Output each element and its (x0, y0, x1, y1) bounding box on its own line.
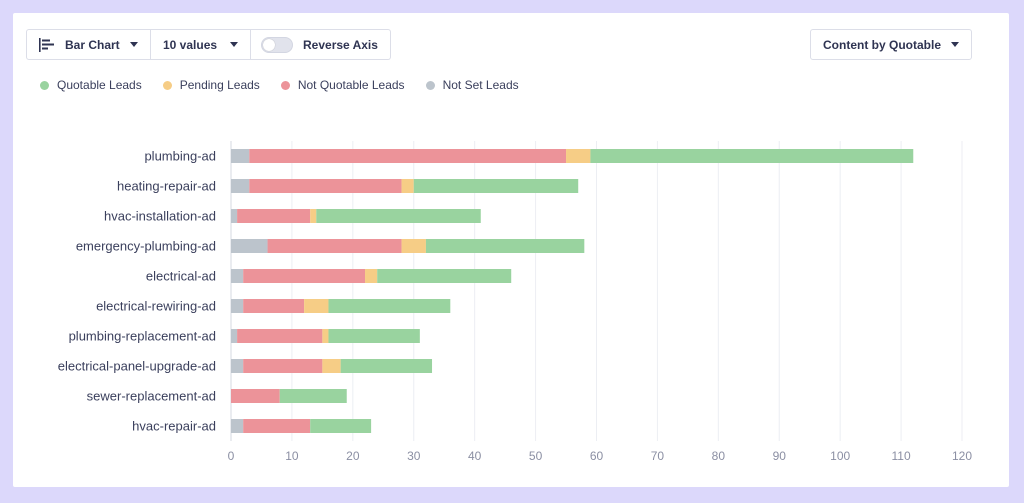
x-tick-label: 120 (952, 449, 972, 463)
x-tick-label: 0 (228, 449, 235, 463)
bar-segment-pending (365, 269, 378, 283)
legend-dot-pending (162, 80, 172, 90)
x-tick-label: 10 (285, 449, 299, 463)
chevron-down-icon (130, 42, 138, 47)
bar-segment-not-quotable (231, 389, 280, 403)
bar-segment-quotable (328, 329, 420, 343)
bar-chart-icon (39, 37, 54, 52)
bar-segment-pending (304, 299, 329, 313)
bar-segment-pending (566, 149, 591, 163)
chevron-down-icon (230, 42, 238, 47)
chart-type-label: Bar Chart (65, 37, 120, 52)
reverse-axis-control: Reverse Axis (251, 29, 391, 60)
category-label: electrical-ad (146, 269, 216, 284)
bar-segment-quotable (310, 419, 372, 433)
x-tick-label: 90 (773, 449, 787, 463)
legend-item-not-quotable[interactable]: Not Quotable Leads (280, 78, 405, 92)
x-tick-label: 60 (590, 449, 604, 463)
category-label: plumbing-replacement-ad (69, 329, 216, 344)
content-by-dropdown[interactable]: Content by Quotable (810, 29, 972, 60)
legend-item-quotable[interactable]: Quotable Leads (40, 78, 142, 92)
bar-segment-quotable (425, 239, 585, 253)
bar-segment-quotable (413, 179, 579, 193)
category-label: electrical-panel-upgrade-ad (58, 359, 216, 374)
x-tick-label: 80 (712, 449, 726, 463)
legend-item-not-set[interactable]: Not Set Leads (425, 78, 519, 92)
category-label: sewer-replacement-ad (87, 389, 216, 404)
bar-segment-not-quotable (243, 269, 366, 283)
x-tick-label: 20 (346, 449, 360, 463)
legend-item-pending[interactable]: Pending Leads (162, 78, 260, 92)
reverse-axis-toggle[interactable] (261, 36, 293, 53)
category-label: electrical-rewiring-ad (96, 299, 216, 314)
content-by-label: Content by Quotable (823, 37, 941, 52)
bar-segment-quotable (590, 149, 914, 163)
legend-label-pending: Pending Leads (179, 78, 260, 92)
bar-segment-pending (401, 179, 414, 193)
bar-segment-not-quotable (243, 299, 305, 313)
bar-segment-not-set (231, 419, 244, 433)
bar-segment-not-set (231, 149, 250, 163)
category-label: hvac-repair-ad (132, 419, 216, 434)
legend-dot-not-set (425, 80, 435, 90)
legend-label-not-quotable: Not Quotable Leads (297, 78, 405, 92)
bar-segment-not-set (231, 329, 238, 343)
bar-segment-not-quotable (243, 419, 311, 433)
bar-segment-not-set (231, 209, 238, 223)
bar-segment-not-quotable (237, 329, 323, 343)
chevron-down-icon (951, 42, 959, 47)
bar-segment-not-quotable (249, 149, 567, 163)
bar-segment-not-set (231, 269, 244, 283)
bar-segment-not-quotable (267, 239, 402, 253)
category-label: hvac-installation-ad (104, 209, 216, 224)
category-label: plumbing-ad (144, 149, 216, 164)
bar-segment-not-set (231, 359, 244, 373)
reverse-axis-label: Reverse Axis (303, 37, 378, 52)
bar-segment-pending (322, 329, 329, 343)
bar-segment-quotable (316, 209, 481, 223)
legend-dot-not-quotable (280, 80, 290, 90)
chart-type-dropdown[interactable]: Bar Chart (26, 29, 151, 60)
bar-segment-quotable (279, 389, 347, 403)
toggle-knob (263, 38, 275, 51)
bar-segment-pending (322, 359, 341, 373)
bar-segment-quotable (328, 299, 451, 313)
x-tick-label: 110 (892, 449, 911, 463)
values-count-dropdown[interactable]: 10 values (151, 29, 251, 60)
bar-segment-not-quotable (237, 209, 311, 223)
x-tick-label: 50 (529, 449, 543, 463)
bar-segment-pending (401, 239, 426, 253)
x-tick-label: 40 (468, 449, 482, 463)
x-tick-label: 70 (651, 449, 665, 463)
chart-legend: Quotable Leads Pending Leads Not Quotabl… (40, 78, 540, 92)
legend-dot-quotable (40, 80, 49, 90)
x-tick-label: 30 (407, 449, 421, 463)
legend-label-not-set: Not Set Leads (442, 78, 519, 92)
bar-segment-not-set (231, 239, 268, 253)
category-label: heating-repair-ad (117, 179, 216, 194)
bar-segment-not-quotable (249, 179, 402, 193)
values-count-label: 10 values (163, 37, 218, 52)
legend-label-quotable: Quotable Leads (57, 78, 142, 92)
bar-segment-not-set (231, 179, 250, 193)
bar-segment-quotable (340, 359, 433, 373)
category-label: emergency-plumbing-ad (76, 239, 216, 254)
bar-segment-not-set (231, 299, 244, 313)
bar-segment-not-quotable (243, 359, 323, 373)
chart-toolbar: Bar Chart 10 values Reverse Axis (26, 29, 391, 60)
bar-segment-pending (310, 209, 317, 223)
bar-segment-quotable (377, 269, 512, 283)
x-tick-label: 100 (830, 449, 850, 463)
